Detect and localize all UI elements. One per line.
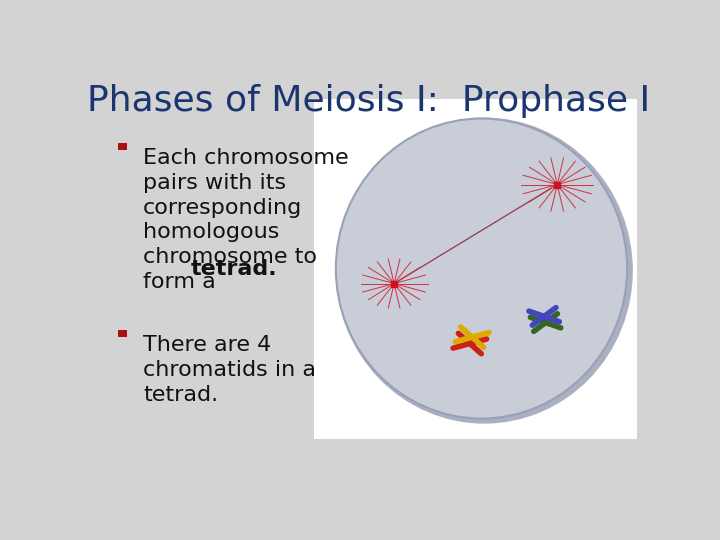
Text: tetrad.: tetrad. [191,259,277,279]
Ellipse shape [336,118,633,424]
FancyBboxPatch shape [118,330,127,337]
Ellipse shape [336,118,627,418]
Text: There are 4
chromatids in a
tetrad.: There are 4 chromatids in a tetrad. [143,335,316,404]
FancyBboxPatch shape [118,144,127,150]
FancyBboxPatch shape [313,98,637,439]
Text: Each chromosome
pairs with its
corresponding
homologous
chromosome to
form a: Each chromosome pairs with its correspon… [143,148,348,292]
Text: Phases of Meiosis I:  Prophase I: Phases of Meiosis I: Prophase I [87,84,651,118]
